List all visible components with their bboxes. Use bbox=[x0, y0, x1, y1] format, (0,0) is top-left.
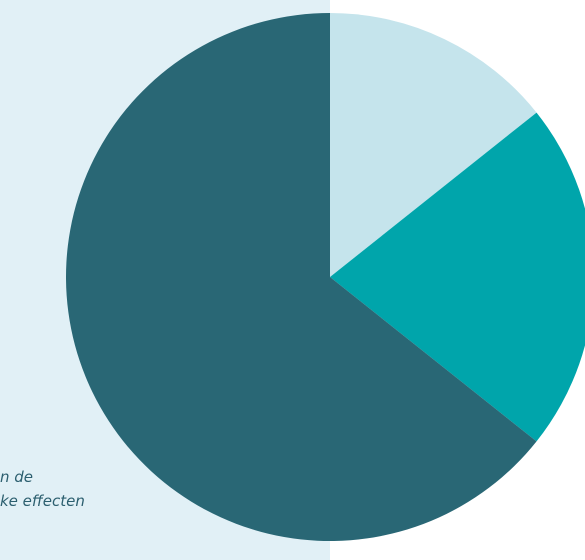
pie-slice-1 bbox=[330, 13, 537, 277]
pie-slices bbox=[66, 13, 585, 541]
caption-line-2: ke effecten bbox=[0, 492, 85, 510]
pie-slice-3 bbox=[66, 13, 537, 541]
pie-slice-2 bbox=[330, 112, 585, 442]
caption-line-1: n de bbox=[0, 468, 34, 486]
